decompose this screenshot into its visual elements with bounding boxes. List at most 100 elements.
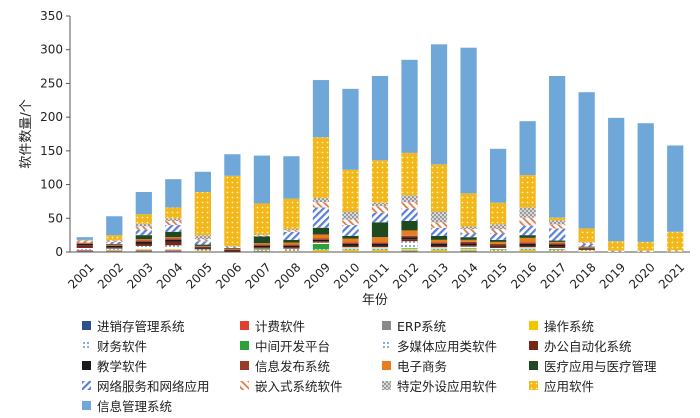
bar-segment xyxy=(342,219,359,226)
bar-segment xyxy=(283,156,300,199)
bar-segment xyxy=(637,250,654,252)
bar-segment xyxy=(342,225,359,236)
bar-segment xyxy=(637,123,654,242)
bar-segment xyxy=(106,249,123,250)
bar-segment xyxy=(460,47,477,194)
bar-segment xyxy=(401,249,418,251)
bar-segment xyxy=(549,250,566,252)
bar-segment xyxy=(578,246,595,248)
bar-segment xyxy=(549,249,566,250)
bar-segment xyxy=(224,249,241,251)
bar-segment xyxy=(460,193,477,227)
legend-swatch-fill xyxy=(240,321,249,330)
bar-segment xyxy=(342,243,359,246)
bar-segment xyxy=(194,245,211,247)
legend-item: 办公自动化系统 xyxy=(529,336,632,355)
bar-segment xyxy=(342,211,359,220)
bar-segment xyxy=(135,223,152,227)
bar-segment xyxy=(312,207,330,228)
legend-label: 操作系统 xyxy=(544,319,595,334)
bar-segment xyxy=(165,249,182,251)
bar-segment xyxy=(371,160,389,203)
legend-label: 信息管理系统 xyxy=(97,399,173,414)
bar-segment xyxy=(312,198,330,203)
bar-segment xyxy=(430,222,448,228)
y-tick-label: 200 xyxy=(40,110,63,124)
bar-segment xyxy=(578,249,595,251)
bar-segment xyxy=(106,245,123,246)
bar-segment xyxy=(135,247,152,250)
bar-segment xyxy=(401,248,418,250)
legend-swatch xyxy=(529,361,538,370)
bar-segment xyxy=(194,248,211,250)
legend-label: 计费软件 xyxy=(255,319,306,334)
bar-segment xyxy=(608,250,625,252)
bar-segment xyxy=(253,249,271,250)
bar-segment xyxy=(460,226,477,230)
bar-segment xyxy=(578,251,595,252)
bar-segment xyxy=(76,242,93,244)
bar-segment xyxy=(519,121,536,176)
bar-segment xyxy=(106,241,123,244)
bar-segment xyxy=(401,235,418,238)
legend-item: 中间开发平台 xyxy=(240,336,330,355)
bar-segment xyxy=(489,249,507,250)
bar-segment xyxy=(489,233,507,240)
bar-segment xyxy=(549,217,566,221)
legend-label: 财务软件 xyxy=(97,339,148,354)
bar-segment xyxy=(135,235,152,240)
bar-segment xyxy=(283,248,300,250)
legend-label: 教学软件 xyxy=(97,359,148,374)
bar-segment xyxy=(430,239,448,243)
bar-segment xyxy=(76,239,93,241)
x-tick-label: 2019 xyxy=(597,260,628,291)
bar-segment xyxy=(165,247,182,250)
bar-segment xyxy=(401,152,418,196)
bar-segment xyxy=(135,214,152,224)
bar-segment xyxy=(135,229,152,236)
bar-segment xyxy=(135,191,152,215)
bar-segment xyxy=(460,247,477,249)
bar-segment xyxy=(489,250,507,252)
bar-segment xyxy=(224,247,241,249)
legend-label: 进销存管理系统 xyxy=(97,319,185,334)
bar-segment xyxy=(283,250,300,252)
legend-swatch xyxy=(382,361,391,370)
bar-segment xyxy=(106,245,123,248)
bar-segment xyxy=(608,241,625,251)
bar-segment xyxy=(224,248,241,250)
bar-segment xyxy=(194,250,211,252)
bar-segment xyxy=(371,242,389,244)
legend-swatch xyxy=(240,381,249,390)
x-tick-label: 2020 xyxy=(626,260,657,291)
bar-segment xyxy=(549,228,566,241)
legend-swatch-fill xyxy=(240,341,249,350)
legend-swatch xyxy=(82,381,91,390)
legend-swatch xyxy=(382,321,391,330)
bar-segment xyxy=(489,243,507,246)
bar-segment xyxy=(342,242,359,244)
bar-segment xyxy=(519,251,536,252)
x-tick-label: 2004 xyxy=(154,260,185,291)
bar-segment xyxy=(165,218,182,221)
bar-segment xyxy=(224,246,241,248)
bar-segment xyxy=(549,224,566,229)
legend-item: 特定外设应用软件 xyxy=(382,376,497,395)
bar-segment xyxy=(401,251,418,252)
bar-segment xyxy=(106,239,123,241)
legend-item: 网络服务和网络应用 xyxy=(82,376,210,395)
bar-segment xyxy=(76,245,93,248)
bar-segment xyxy=(283,231,300,240)
legend-swatch xyxy=(529,321,538,330)
bar-segment xyxy=(283,230,300,232)
bar-segment xyxy=(549,249,566,251)
bar-segment xyxy=(430,211,448,223)
bar-segment xyxy=(165,241,182,246)
bar-segment xyxy=(371,245,389,248)
bar-segment xyxy=(342,238,359,243)
bar-segment xyxy=(430,44,448,165)
bar-segment xyxy=(608,251,625,252)
bar-segment xyxy=(549,246,566,248)
bar-segment xyxy=(578,247,595,249)
bar-segment xyxy=(165,251,182,252)
